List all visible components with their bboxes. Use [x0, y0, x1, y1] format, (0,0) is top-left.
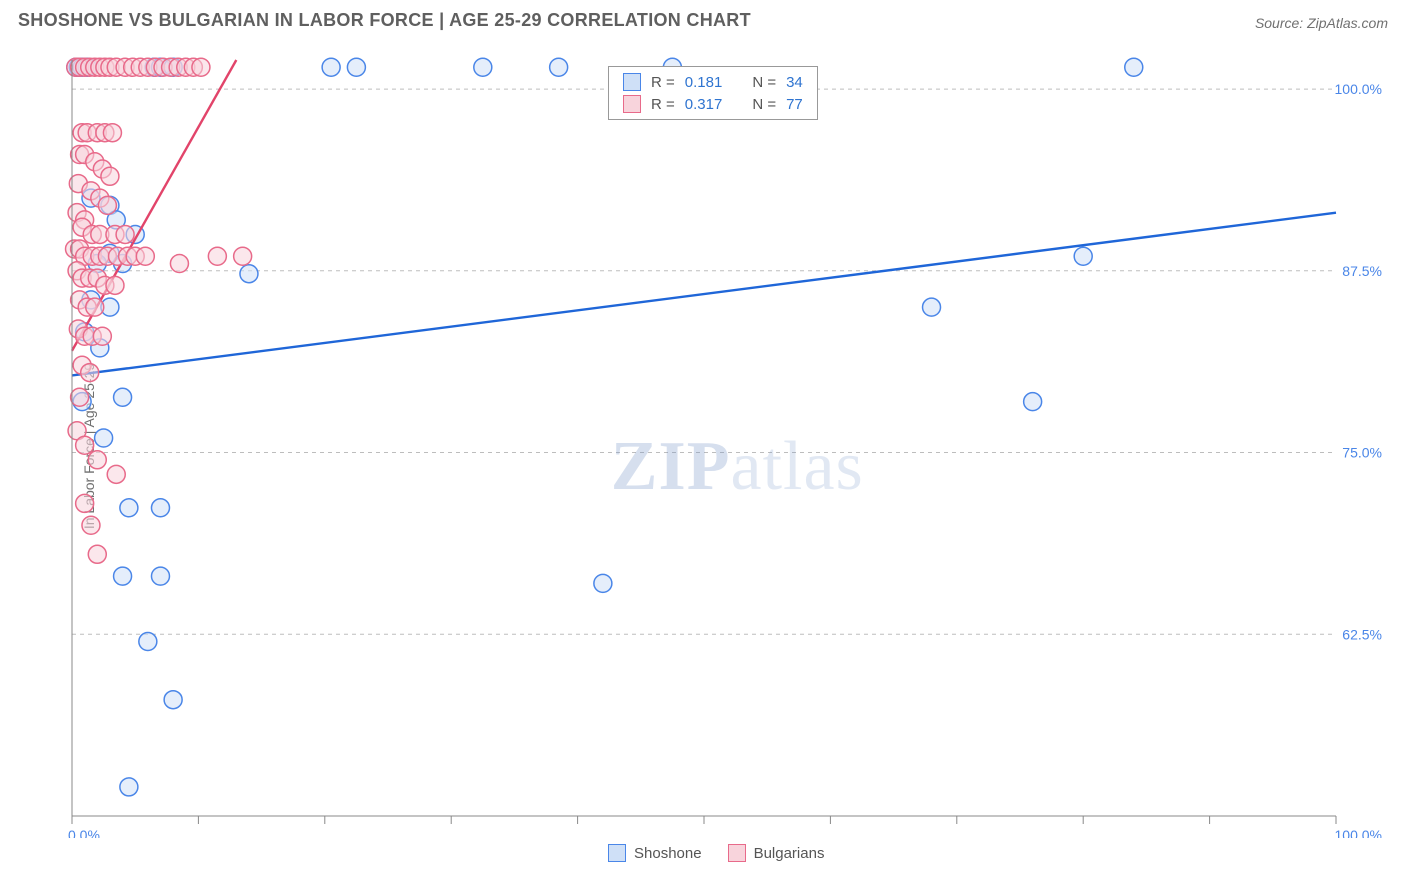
legend-r-row: R = 0.181 N = 34 — [623, 73, 803, 91]
data-point — [120, 499, 138, 517]
scatter-plot-svg: 62.5% 75.0% 87.5% 100.0% 0.0% 100.0% — [48, 48, 1388, 838]
data-point — [240, 265, 258, 283]
legend-swatch — [623, 95, 641, 113]
data-point — [208, 247, 226, 265]
series-legend: Shoshone Bulgarians — [608, 844, 824, 862]
data-point — [114, 567, 132, 585]
series-name: Bulgarians — [754, 845, 825, 862]
legend-r-label: R = — [651, 74, 675, 91]
chart-title: SHOSHONE VS BULGARIAN IN LABOR FORCE | A… — [18, 10, 751, 31]
data-point — [76, 436, 94, 454]
data-point — [88, 545, 106, 563]
series-legend-item: Bulgarians — [728, 844, 825, 862]
legend-r-value: 0.317 — [685, 96, 723, 113]
chart-container: SHOSHONE VS BULGARIAN IN LABOR FORCE | A… — [0, 0, 1406, 892]
source-label: Source: ZipAtlas.com — [1255, 15, 1388, 31]
data-point — [71, 388, 89, 406]
data-point — [81, 364, 99, 382]
data-point — [98, 196, 116, 214]
legend-r-value: 0.181 — [685, 74, 723, 91]
trend-line — [72, 213, 1336, 376]
data-point — [1125, 58, 1143, 76]
data-point — [151, 567, 169, 585]
legend-swatch — [728, 844, 746, 862]
header-row: SHOSHONE VS BULGARIAN IN LABOR FORCE | A… — [0, 0, 1406, 37]
data-point — [923, 298, 941, 316]
y-tick-label: 100.0% — [1335, 81, 1382, 97]
data-point — [95, 429, 113, 447]
data-point — [93, 327, 111, 345]
data-point — [101, 167, 119, 185]
data-point — [594, 574, 612, 592]
data-point — [106, 276, 124, 294]
data-point — [86, 298, 104, 316]
data-point — [1074, 247, 1092, 265]
series-name: Shoshone — [634, 845, 702, 862]
legend-r-label: R = — [651, 96, 675, 113]
data-point — [139, 633, 157, 651]
data-point — [120, 778, 138, 796]
legend-n-value: 34 — [786, 74, 803, 91]
plot-area: 62.5% 75.0% 87.5% 100.0% 0.0% 100.0% R = 0.181… — [48, 48, 1388, 838]
legend-swatch — [623, 73, 641, 91]
legend-swatch — [608, 844, 626, 862]
legend-n-value: 77 — [786, 96, 803, 113]
y-tick-label: 62.5% — [1342, 626, 1382, 642]
data-point — [550, 58, 568, 76]
data-point — [170, 255, 188, 273]
data-point — [322, 58, 340, 76]
x-min-label: 0.0% — [68, 827, 100, 838]
legend-r-row: R = 0.317 N = 77 — [623, 95, 803, 113]
data-point — [76, 494, 94, 512]
data-point — [474, 58, 492, 76]
data-point — [234, 247, 252, 265]
data-point — [107, 465, 125, 483]
data-point — [347, 58, 365, 76]
series-legend-item: Shoshone — [608, 844, 702, 862]
data-point — [116, 225, 134, 243]
y-tick-label: 75.0% — [1342, 445, 1382, 461]
data-point — [114, 388, 132, 406]
data-point — [82, 516, 100, 534]
data-point — [164, 691, 182, 709]
y-tick-label: 87.5% — [1342, 263, 1382, 279]
data-point — [103, 124, 121, 142]
data-point — [151, 499, 169, 517]
data-point — [1024, 393, 1042, 411]
legend-n-label: N = — [752, 74, 776, 91]
data-point — [136, 247, 154, 265]
data-point — [192, 58, 210, 76]
correlation-legend: R = 0.181 N = 34 R = 0.317 N = 77 — [608, 66, 818, 120]
x-max-label: 100.0% — [1335, 827, 1382, 838]
legend-n-label: N = — [752, 96, 776, 113]
data-point — [88, 451, 106, 469]
